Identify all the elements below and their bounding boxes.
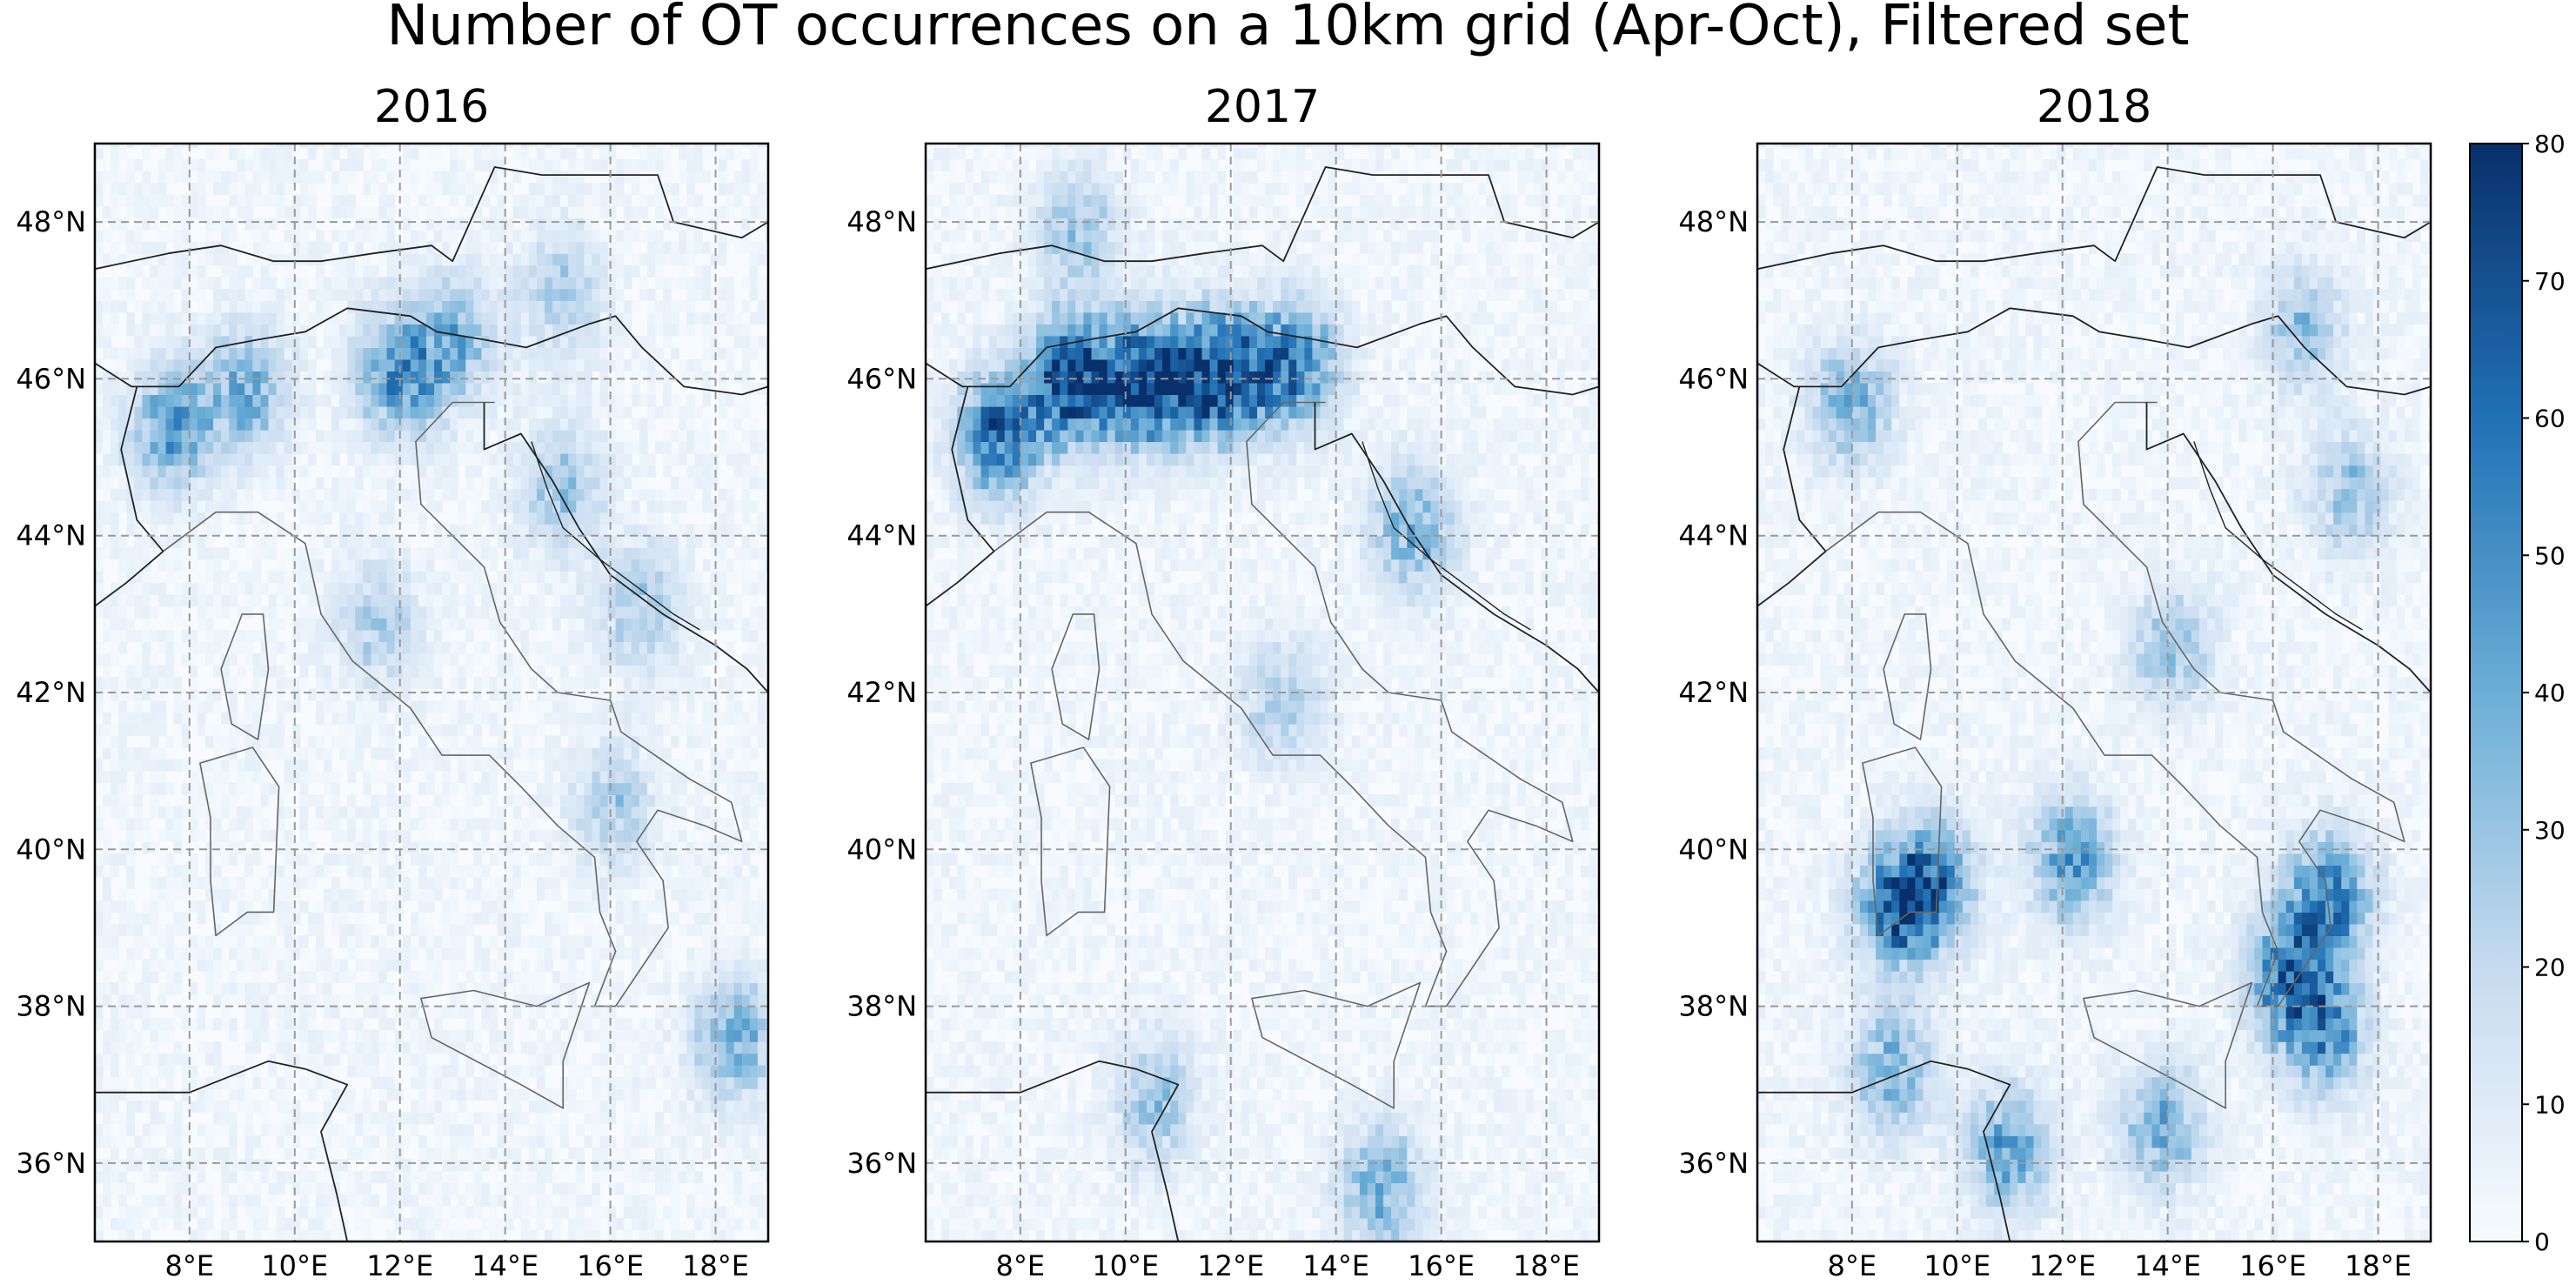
density-grid [1757,144,2431,1241]
colorbar-tick-label: 70 [2534,267,2566,296]
lat-tick-label: 48°N [1678,205,1749,238]
lon-tick-label: 8°E [1828,1249,1877,1282]
lat-tick-label: 46°N [16,362,86,395]
lon-tick-label: 16°E [577,1249,644,1282]
coastlines [95,166,768,1241]
map-frame [924,142,1601,1243]
lon-tick-label: 10°E [1924,1249,1991,1282]
lon-tick-label: 18°E [2345,1249,2412,1282]
map-frame [1756,142,2432,1243]
lat-tick-label: 38°N [846,990,917,1023]
lat-tick-label: 42°N [1678,676,1749,709]
map-panel-2018: 2018 8°E 10°E 12°E 14°E 16°E 18°E 48°N 46°N 44°N 4… [1678,81,2432,1282]
density-grid [95,144,768,1241]
gridlines [926,144,1599,1241]
lat-tick-label: 40°N [16,833,86,866]
lon-tick-label: 12°E [1197,1249,1264,1282]
lat-tick-label: 48°N [16,205,86,238]
lat-tick-label: 46°N [1678,362,1749,395]
lon-tick-label: 14°E [1302,1249,1369,1282]
lon-tick-label: 18°E [682,1249,749,1282]
lon-tick-label: 12°E [366,1249,433,1282]
lat-tick-label: 48°N [846,205,917,238]
gridlines [1757,144,2431,1241]
gridlines [95,144,768,1241]
lat-tick-label: 36°N [1678,1147,1749,1180]
lon-tick-label: 12°E [2029,1249,2096,1282]
panel-title: 2016 [374,81,489,133]
lat-tick-label: 44°N [846,519,917,552]
map-panel-2016: 2016 8°E 10°E 12°E 14°E 16°E 18°E 48°N 46°N 44°N 4… [16,81,770,1282]
colorbar-scale [2469,143,2523,1242]
lon-tick-label: 14°E [2134,1249,2201,1282]
lon-tick-label: 8°E [165,1249,215,1282]
panel-title: 2018 [2037,81,2151,133]
colorbar-tick-label: 20 [2534,954,2566,982]
lat-tick-label: 40°N [846,833,917,866]
colorbar-tick-label: 60 [2534,405,2566,433]
lat-tick-label: 42°N [16,676,86,709]
lat-tick-label: 38°N [1678,990,1749,1023]
colorbar-tick-label: 0 [2534,1228,2550,1256]
map-frame [93,142,770,1243]
lat-tick-label: 42°N [846,676,917,709]
figure-title: Number of OT occurrences on a 10km grid … [386,0,2190,58]
lon-tick-label: 10°E [261,1249,328,1282]
lon-tick-label: 16°E [2239,1249,2306,1282]
density-grid [926,144,1599,1241]
map-panel-2017: 2017 8°E 10°E 12°E 14°E 16°E 18°E 48°N 46°N 44°N 4… [846,81,1601,1282]
lat-tick-label: 38°N [16,990,86,1023]
panel-title: 2017 [1205,81,1320,133]
colorbar-tick-label: 80 [2534,130,2566,158]
lat-tick-label: 44°N [16,519,86,552]
lat-tick-label: 36°N [16,1147,86,1180]
colorbar-tick-label: 10 [2534,1090,2566,1119]
colorbar-tick-label: 50 [2534,541,2566,570]
colorbar-tick-label: 40 [2534,679,2566,707]
lat-tick-label: 40°N [1678,833,1749,866]
lon-tick-label: 16°E [1408,1249,1475,1282]
lon-tick-label: 8°E [996,1249,1046,1282]
lon-tick-label: 18°E [1513,1249,1580,1282]
lat-tick-label: 44°N [1678,519,1749,552]
colorbar-tick-label: 30 [2534,816,2566,845]
colorbar: 0 10 20 30 40 50 60 70 80 [2469,130,2566,1256]
coastlines [1757,166,2431,1241]
lat-tick-label: 36°N [846,1147,917,1180]
lon-tick-label: 14°E [472,1249,539,1282]
lat-tick-label: 46°N [846,362,917,395]
lon-tick-label: 10°E [1092,1249,1159,1282]
